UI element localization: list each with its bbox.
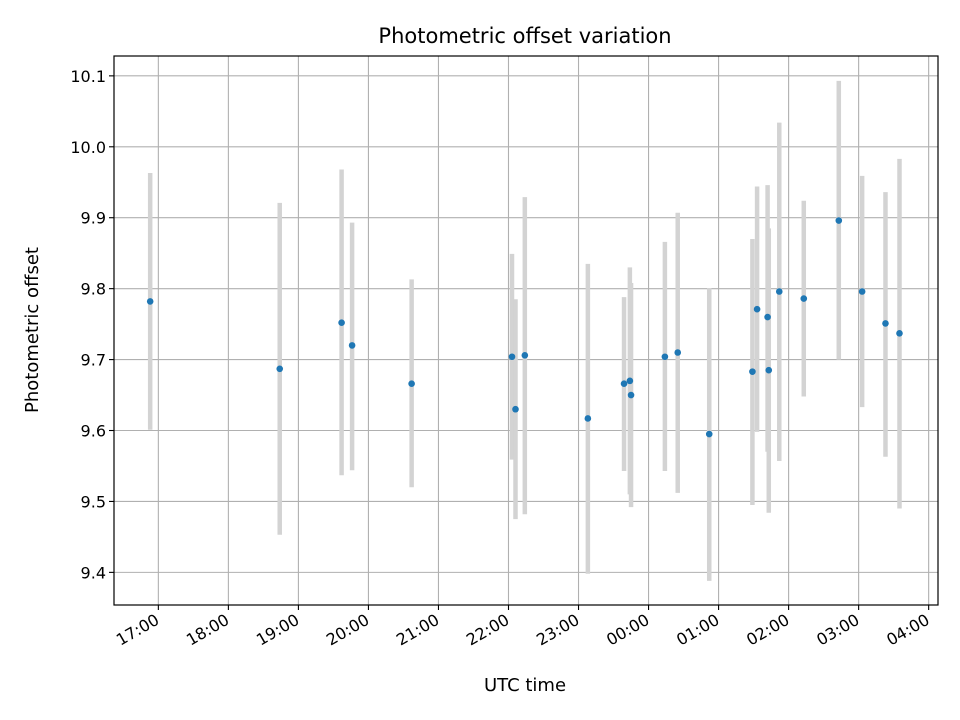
data-point	[705, 430, 713, 438]
data-point	[674, 349, 682, 356]
y-axis-ticks: 9.4 9.5 9.6 9.7 9.8 9.9 10.0 10.1	[70, 67, 114, 582]
data-points	[146, 217, 903, 438]
chart-title: Photometric offset variation	[378, 24, 671, 48]
data-point	[348, 342, 356, 349]
data-point	[338, 319, 345, 326]
data-point	[276, 365, 284, 373]
y-tick-label: 9.7	[81, 351, 106, 370]
data-point	[835, 217, 843, 224]
x-axis-label: UTC time	[484, 675, 566, 696]
data-point	[882, 320, 889, 327]
data-point	[584, 415, 592, 422]
data-point	[512, 405, 519, 413]
data-point	[508, 353, 516, 361]
plot-frame	[113, 55, 939, 606]
data-point	[800, 295, 808, 302]
y-axis-label: Photometric offset	[22, 247, 43, 413]
data-point	[626, 377, 634, 385]
data-point	[661, 353, 669, 361]
data-point	[408, 380, 415, 387]
data-point	[749, 368, 756, 375]
data-point	[764, 313, 771, 321]
data-point	[858, 288, 866, 295]
y-tick-label: 9.9	[81, 209, 106, 228]
data-point	[627, 391, 635, 399]
data-point	[753, 305, 761, 313]
y-tick-label: 10.0	[70, 138, 106, 157]
data-point	[765, 366, 773, 374]
y-tick-label: 9.8	[81, 280, 106, 299]
y-tick-label: 9.6	[81, 422, 106, 441]
y-tick-label: 10.1	[70, 67, 106, 86]
y-tick-label: 9.4	[81, 563, 106, 582]
data-point	[896, 330, 903, 337]
data-point	[521, 352, 529, 359]
data-point	[620, 380, 628, 387]
data-point	[775, 288, 783, 295]
y-tick-label: 9.5	[81, 492, 106, 511]
data-point	[146, 298, 154, 305]
